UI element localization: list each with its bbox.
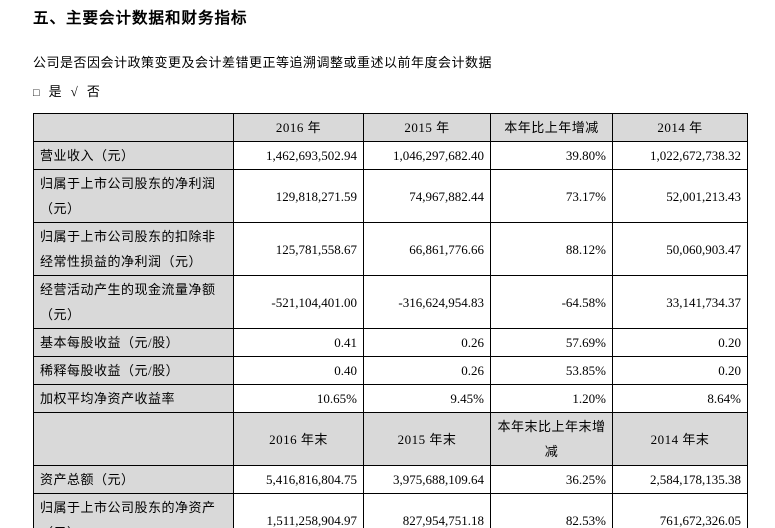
header-cell-2014-end: 2014 年末 [612,412,748,466]
value-cell: 1,511,258,904.97 [233,493,364,528]
header-cell-end-change: 本年末比上年末增减 [490,412,613,466]
value-cell: 1.20% [490,384,613,413]
value-cell: -521,104,401.00 [233,275,364,329]
value-cell: 0.26 [363,356,491,385]
table-row-net-profit: 归属于上市公司股东的净利润（元） 129,818,271.59 74,967,8… [33,169,748,223]
header-cell-2016: 2016 年 [233,113,364,142]
no-checkmark-icon: √ [70,84,78,99]
table-row-total-assets: 资产总额（元） 5,416,816,804.75 3,975,688,109.6… [33,465,748,494]
header-cell-2014: 2014 年 [612,113,748,142]
no-label: 否 [86,84,100,99]
value-cell: 50,060,903.47 [612,222,748,276]
financial-indicators-table: 2016 年 2015 年 本年比上年增减 2014 年 营业收入（元） 1,4… [33,113,748,528]
table-row-diluted-eps: 稀释每股收益（元/股） 0.40 0.26 53.85% 0.20 [33,356,748,385]
value-cell: 761,672,326.05 [612,493,748,528]
row-label: 稀释每股收益（元/股） [33,356,234,385]
value-cell: 0.20 [612,356,748,385]
header-cell [33,412,234,466]
value-cell: 1,046,297,682.40 [363,141,491,170]
value-cell: 125,781,558.67 [233,222,364,276]
header-cell-2015-end: 2015 年末 [363,412,491,466]
value-cell: -64.58% [490,275,613,329]
value-cell: 827,954,751.18 [363,493,491,528]
value-cell: 0.41 [233,328,364,357]
row-label: 加权平均净资产收益率 [33,384,234,413]
value-cell: 5,416,816,804.75 [233,465,364,494]
value-cell: 1,022,672,738.32 [612,141,748,170]
value-cell: 33,141,734.37 [612,275,748,329]
value-cell: 57.69% [490,328,613,357]
row-label: 营业收入（元） [33,141,234,170]
row-label: 经营活动产生的现金流量净额（元） [33,275,234,329]
row-label: 归属于上市公司股东的净利润（元） [33,169,234,223]
value-cell: 0.20 [612,328,748,357]
value-cell: 39.80% [490,141,613,170]
value-cell: 8.64% [612,384,748,413]
table-row-weighted-avg-roe: 加权平均净资产收益率 10.65% 9.45% 1.20% 8.64% [33,384,748,413]
value-cell: 129,818,271.59 [233,169,364,223]
yes-checkbox-icon: □ [33,87,40,99]
section-title: 五、主要会计数据和财务指标 [33,10,248,27]
value-cell: 82.53% [490,493,613,528]
table-row-revenue: 营业收入（元） 1,462,693,502.94 1,046,297,682.4… [33,141,748,170]
row-label: 归属于上市公司股东的扣除非经常性损益的净利润（元） [33,222,234,276]
header-cell-2016-end: 2016 年末 [233,412,364,466]
header-cell [33,113,234,142]
table-row-operating-cash-flow: 经营活动产生的现金流量净额（元） -521,104,401.00 -316,62… [33,275,748,329]
value-cell: 9.45% [363,384,491,413]
value-cell: 74,967,882.44 [363,169,491,223]
value-cell: 53.85% [490,356,613,385]
value-cell: 10.65% [233,384,364,413]
row-label: 基本每股收益（元/股） [33,328,234,357]
header-cell-2015: 2015 年 [363,113,491,142]
value-cell: 73.17% [490,169,613,223]
header-cell-yoy-change: 本年比上年增减 [490,113,613,142]
value-cell: 2,584,178,135.38 [612,465,748,494]
table-row-basic-eps: 基本每股收益（元/股） 0.41 0.26 57.69% 0.20 [33,328,748,357]
answer-options: □ 是 √ 否 [33,83,747,102]
value-cell: -316,624,954.83 [363,275,491,329]
value-cell: 0.26 [363,328,491,357]
value-cell: 0.40 [233,356,364,385]
value-cell: 88.12% [490,222,613,276]
table-header-row-annual: 2016 年 2015 年 本年比上年增减 2014 年 [33,113,748,142]
table-row-net-assets: 归属于上市公司股东的净资产（元） 1,511,258,904.97 827,95… [33,493,748,528]
yes-label: 是 [48,84,62,99]
value-cell: 3,975,688,109.64 [363,465,491,494]
value-cell: 36.25% [490,465,613,494]
value-cell: 1,462,693,502.94 [233,141,364,170]
row-label: 资产总额（元） [33,465,234,494]
value-cell: 66,861,776.66 [363,222,491,276]
table-row-net-profit-excl-nonrecurring: 归属于上市公司股东的扣除非经常性损益的净利润（元） 125,781,558.67… [33,222,748,276]
restatement-question: 公司是否因会计政策变更及会计差错更正等追溯调整或重述以前年度会计数据 [33,55,493,70]
table-header-row-period-end: 2016 年末 2015 年末 本年末比上年末增减 2014 年末 [33,412,748,466]
row-label: 归属于上市公司股东的净资产（元） [33,493,234,528]
value-cell: 52,001,213.43 [612,169,748,223]
